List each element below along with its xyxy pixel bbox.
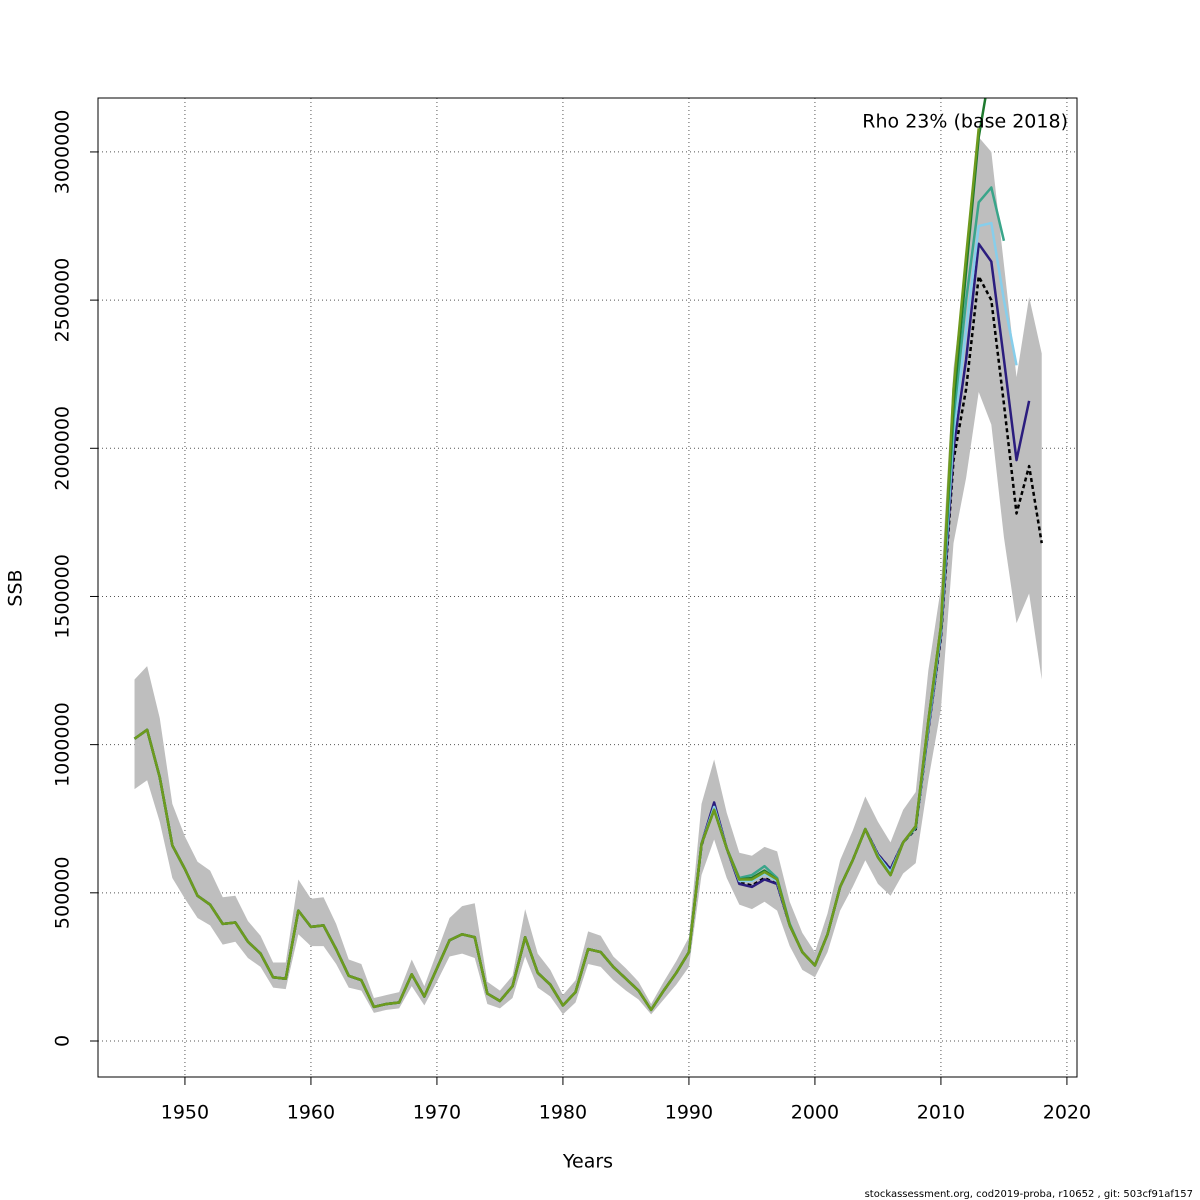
plot-frame bbox=[97, 97, 1078, 1078]
confidence-band bbox=[134, 137, 1042, 1015]
annotation: Rho 23% (base 2018) bbox=[862, 111, 1068, 133]
x-tick-label: 1970 bbox=[413, 1102, 461, 1124]
x-tick-label: 1980 bbox=[539, 1102, 587, 1124]
y-tick-label: 3000000 bbox=[52, 110, 74, 195]
y-axis-title: SSB bbox=[5, 569, 27, 606]
plot-area bbox=[133, 98, 1043, 1015]
y-tick-label: 1500000 bbox=[52, 554, 74, 639]
series-line bbox=[133, 128, 980, 1012]
x-axis-title: Years bbox=[562, 1151, 613, 1173]
footer: stockassessment.org, cod2019-proba, r106… bbox=[865, 1189, 1193, 1200]
x-tick-label: 1950 bbox=[161, 1102, 209, 1124]
x-tick-label: 1960 bbox=[287, 1102, 335, 1124]
x-tick-label: 2010 bbox=[917, 1102, 965, 1124]
series-line bbox=[133, 275, 1043, 1012]
x-tick-label: 2020 bbox=[1043, 1102, 1091, 1124]
y-tick-label: 1000000 bbox=[52, 702, 74, 787]
series-line bbox=[133, 242, 1031, 1012]
x-tick-label: 1990 bbox=[665, 1102, 713, 1124]
x-tick-label: 2000 bbox=[791, 1102, 839, 1124]
series-line bbox=[133, 221, 1018, 1012]
series-line bbox=[133, 98, 987, 1012]
y-tick-label: 2500000 bbox=[52, 258, 74, 343]
y-tick-label: 500000 bbox=[52, 857, 74, 930]
y-tick-label: 0 bbox=[52, 1035, 74, 1047]
axes: 1950 1960 1970 1980 1990 2000 2010 2020 0 500000 1… bbox=[52, 110, 1092, 1124]
y-tick-label: 2000000 bbox=[52, 406, 74, 491]
series-line bbox=[133, 186, 1006, 1012]
